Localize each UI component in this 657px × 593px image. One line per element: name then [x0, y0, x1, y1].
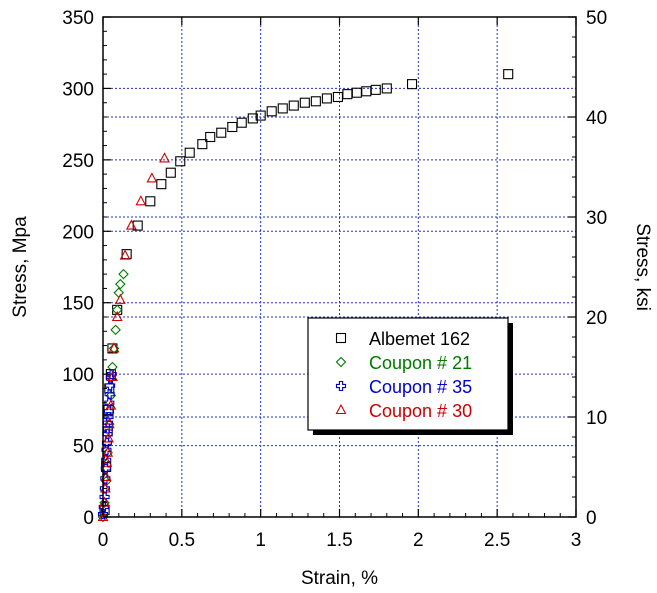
data-point [100, 473, 111, 484]
data-point [107, 370, 118, 382]
legend-label: Coupon # 21 [369, 353, 472, 373]
legend-marker [335, 403, 347, 415]
data-point [145, 196, 156, 207]
data-point [98, 501, 109, 513]
data-point [104, 389, 115, 400]
series-0 [99, 69, 514, 515]
data-point [332, 91, 343, 103]
data-point [370, 84, 381, 95]
data-point [105, 399, 117, 410]
data-point [236, 117, 247, 128]
data-point [266, 106, 277, 117]
x-tick-label: 1.5 [326, 530, 352, 551]
x-tick-label: 2.5 [484, 530, 510, 551]
data-point [102, 446, 114, 457]
legend-marker [335, 380, 347, 392]
data-point [156, 179, 167, 190]
data-point [108, 342, 120, 353]
legend-marker [335, 356, 347, 368]
legend-marker [335, 332, 347, 344]
y-tick-label: 200 [62, 222, 94, 243]
x-tick-label: 1 [255, 530, 266, 551]
y-tick-label: 150 [62, 294, 94, 315]
data-point [115, 278, 126, 290]
data-point [105, 380, 116, 391]
data-point [113, 287, 125, 298]
y-tick-label: 0 [83, 508, 94, 529]
data-point [503, 69, 514, 80]
data-point [101, 456, 113, 467]
data-point [216, 127, 227, 138]
data-point [118, 268, 129, 280]
data-point [103, 432, 114, 443]
x-tick-label: 2 [413, 530, 424, 551]
data-point [227, 121, 238, 133]
y2-tick-label: 20 [586, 308, 607, 329]
data-point [111, 304, 123, 316]
y-tick-label: 250 [62, 151, 94, 172]
series-3 [97, 152, 170, 522]
data-point [132, 220, 143, 231]
data-point [108, 343, 120, 354]
y2-tick-label: 10 [586, 408, 607, 429]
y-tick-label: 50 [73, 437, 94, 458]
data-point [135, 195, 147, 206]
x-tick-label: 0 [98, 530, 109, 551]
data-point [159, 152, 170, 163]
data-point [197, 139, 208, 150]
tick-labels: 0 0.5 1 1.5 2 2.5 3050100150200250300350010203… [62, 8, 607, 551]
legend-label: Coupon # 30 [369, 401, 472, 421]
data-point [103, 406, 115, 417]
data-point [342, 89, 353, 100]
series-2 [97, 369, 117, 520]
legend-label: Coupon # 35 [369, 377, 472, 397]
y2-tick-label: 0 [586, 508, 597, 529]
legend-label: Albemet 162 [369, 329, 470, 349]
plot-series [97, 69, 514, 523]
data-point [100, 463, 111, 474]
data-point [105, 373, 116, 384]
data-point [175, 156, 186, 167]
y-tick-label: 100 [62, 365, 94, 386]
data-point [247, 113, 258, 124]
x-tick-label: 0.5 [169, 530, 195, 551]
data-point [406, 79, 418, 90]
data-point [103, 417, 115, 429]
data-point [146, 172, 158, 183]
data-point [100, 470, 112, 482]
legend: Albemet 162 Coupon # 21 Coupon # 35 Coupon … [307, 317, 513, 435]
data-point [114, 293, 126, 304]
data-point [205, 131, 216, 143]
data-point [321, 93, 332, 104]
data-point [184, 147, 195, 158]
y-tick-label: 300 [62, 79, 94, 100]
data-point [125, 219, 137, 230]
data-point [97, 509, 109, 520]
y2-tick-label: 40 [586, 108, 607, 129]
data-point [310, 96, 321, 107]
data-point [165, 167, 176, 178]
axis-ticks [102, 16, 577, 518]
x-axis-label: Strain, % [301, 568, 378, 589]
data-point [381, 83, 392, 94]
data-point [351, 87, 362, 98]
data-point [111, 310, 123, 322]
data-point [277, 103, 288, 114]
y-tick-label: 350 [62, 8, 94, 29]
data-point [99, 497, 110, 508]
y-axis-label-left: Stress, Mpa [10, 216, 31, 318]
y2-tick-label: 30 [586, 208, 607, 229]
data-point [299, 97, 310, 108]
legend-box [307, 317, 509, 431]
data-point [119, 249, 131, 260]
data-point [99, 483, 110, 494]
y2-tick-label: 50 [586, 8, 607, 29]
data-point [255, 110, 266, 121]
data-point [110, 324, 121, 336]
x-tick-label: 3 [571, 530, 582, 551]
y-axis-label-right: Stress, ksi [632, 223, 653, 311]
data-point [288, 100, 299, 111]
